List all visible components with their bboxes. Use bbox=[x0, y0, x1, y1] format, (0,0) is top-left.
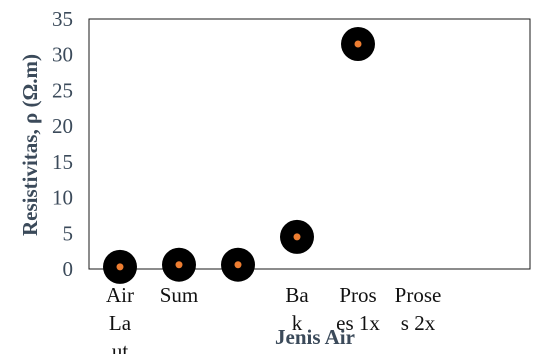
x-tick-label: Pros bbox=[339, 283, 376, 307]
y-tick-label: 0 bbox=[63, 257, 74, 281]
y-tick-label: 25 bbox=[52, 78, 73, 102]
x-tick-label: ut bbox=[112, 339, 129, 354]
y-tick-label: 30 bbox=[52, 43, 73, 67]
y-tick-label: 10 bbox=[52, 186, 73, 210]
data-point-center bbox=[354, 40, 362, 48]
y-axis-ticks: 0 5 10 15 20 25 30 35 bbox=[52, 7, 73, 281]
y-tick-label: 20 bbox=[52, 114, 73, 138]
data-point-center bbox=[116, 263, 124, 271]
x-tick-label: Prose bbox=[395, 283, 442, 307]
x-tick-label: s 2x bbox=[401, 311, 436, 335]
y-tick-label: 15 bbox=[52, 150, 73, 174]
data-point-center bbox=[234, 261, 242, 269]
data-point-center bbox=[175, 261, 183, 269]
x-tick-label: es 1x bbox=[336, 311, 380, 335]
x-axis-ticks: Air La ut Sum Ba k Pros es 1x Prose s 2x bbox=[106, 283, 441, 354]
data-points bbox=[103, 27, 375, 284]
y-tick-label: 35 bbox=[52, 7, 73, 31]
data-point-center bbox=[293, 233, 301, 241]
x-tick-label: Ba bbox=[285, 283, 309, 307]
x-tick-label: Air bbox=[106, 283, 134, 307]
y-axis-label: Resistivitas, ρ (Ω.m) bbox=[18, 54, 42, 236]
y-tick-label: 5 bbox=[63, 221, 74, 245]
x-tick-label: Sum bbox=[160, 283, 199, 307]
plot-area-border bbox=[88, 18, 531, 270]
x-tick-label: k bbox=[292, 311, 303, 335]
x-axis-label: Jenis Air bbox=[275, 325, 355, 349]
x-tick-label: La bbox=[109, 311, 132, 335]
